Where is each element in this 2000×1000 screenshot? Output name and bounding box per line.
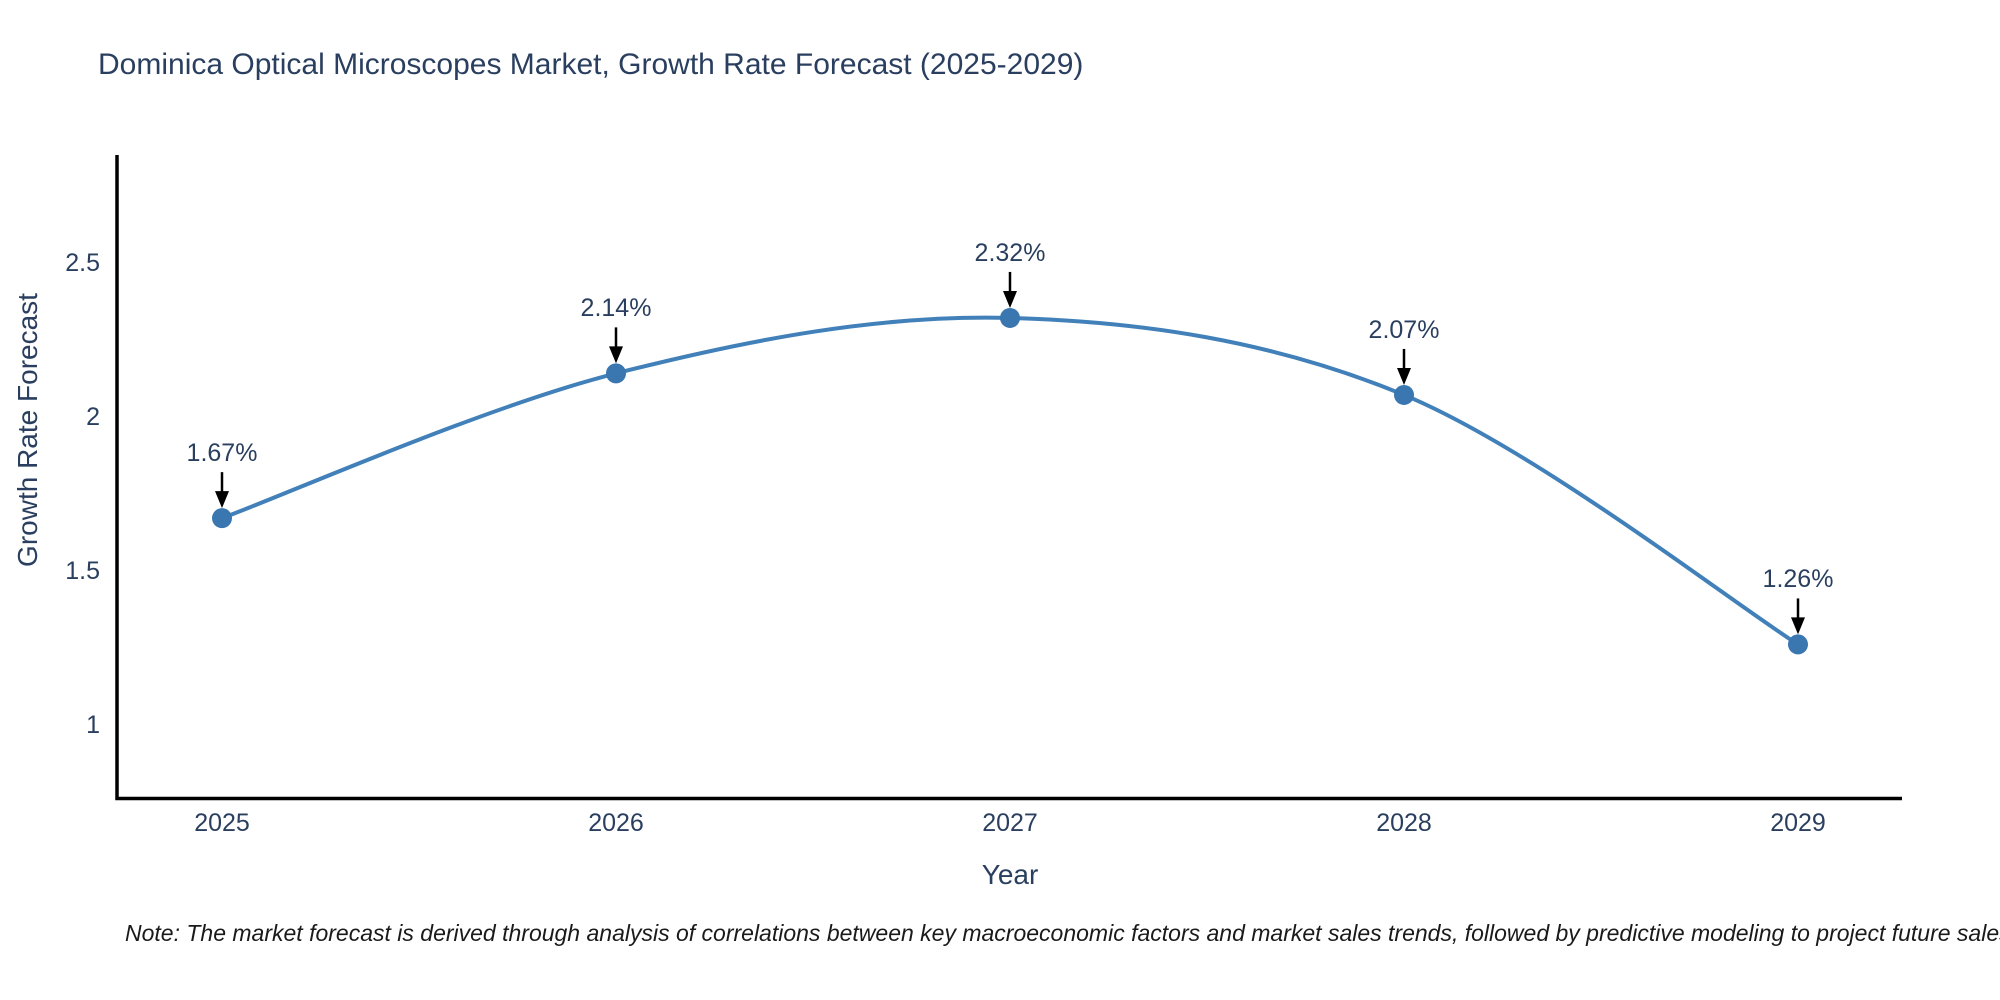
data-point-markers: [212, 307, 1808, 655]
annotation-arrowhead-icon: [1397, 367, 1411, 385]
y-tick-label: 1: [86, 710, 100, 739]
footnote: Note: The market forecast is derived thr…: [125, 920, 2000, 946]
point-value-label: 1.67%: [186, 439, 258, 468]
trend-line: [221, 315, 1800, 647]
annotation-arrowhead-icon: [1003, 290, 1017, 308]
annotation-arrowhead-icon: [1791, 617, 1805, 635]
data-point-2029[interactable]: [1788, 634, 1808, 655]
x-tick-label: 2029: [1770, 809, 1826, 837]
x-tick-label: 2026: [588, 809, 644, 837]
data-point-2026[interactable]: [606, 363, 626, 384]
point-value-label: 2.32%: [974, 238, 1046, 267]
annotation-arrows: [215, 271, 1805, 635]
chart-title: Dominica Optical Microscopes Market, Gro…: [98, 48, 1084, 81]
point-value-label: 2.07%: [1368, 315, 1440, 344]
trend-curve: [221, 315, 1800, 647]
y-tick-label: 2.5: [65, 248, 100, 277]
annotation-arrowhead-icon: [215, 491, 229, 509]
point-value-label: 1.26%: [1762, 565, 1834, 594]
y-tick-label: 2: [86, 402, 100, 431]
annotation-arrowhead-icon: [609, 346, 623, 364]
data-point-2027[interactable]: [1000, 307, 1020, 328]
y-tick-label: 1.5: [65, 556, 100, 585]
data-point-2028[interactable]: [1394, 384, 1414, 405]
axis-lines: [115, 155, 1902, 801]
x-tick-label: 2027: [982, 809, 1038, 837]
x-tick-label: 2028: [1376, 809, 1432, 837]
data-point-2025[interactable]: [212, 508, 232, 529]
x-axis-title: Year: [981, 859, 1039, 890]
x-tick-label: 2025: [194, 809, 250, 837]
point-value-label: 2.14%: [580, 294, 652, 323]
axis-line: [115, 155, 1902, 801]
